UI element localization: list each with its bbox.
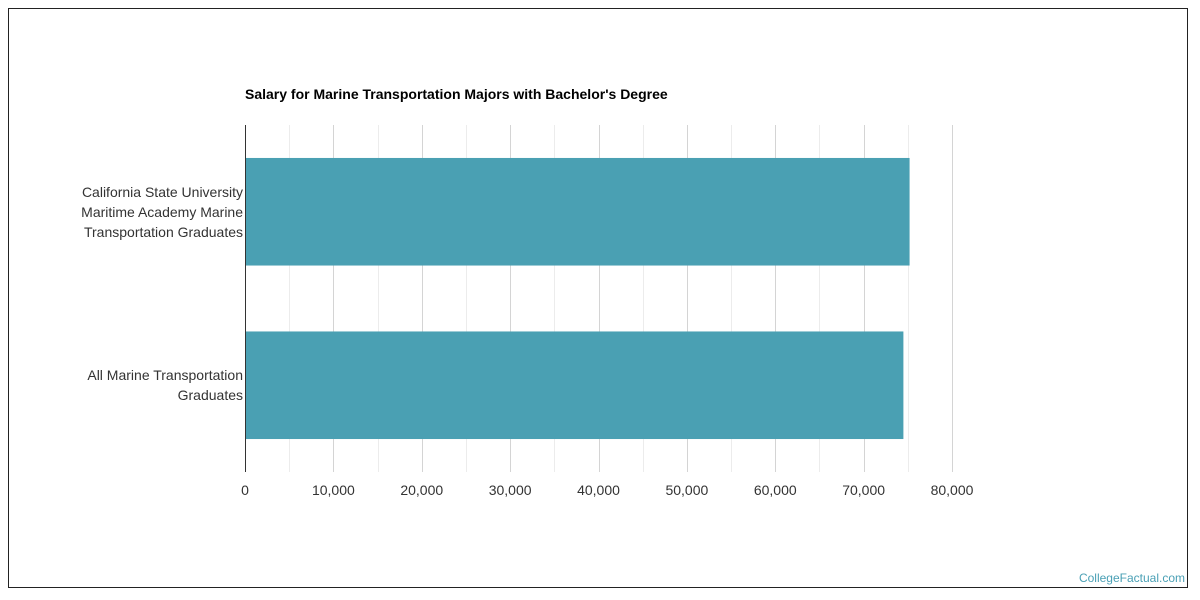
x-tick-label: 10,000 [312, 482, 355, 498]
x-tick-label: 0 [241, 482, 249, 498]
x-tick-label: 40,000 [577, 482, 620, 498]
category-label-line: All Marine Transportation [87, 367, 243, 384]
category-label-line: Maritime Academy Marine [81, 203, 243, 220]
category-label-line: Graduates [177, 387, 243, 404]
chart-frame [8, 8, 1188, 588]
x-tick-label: 80,000 [931, 482, 974, 498]
category-label-line: Transportation Graduates [83, 223, 243, 240]
x-tick-label: 60,000 [754, 482, 797, 498]
chart-title: Salary for Marine Transportation Majors … [245, 86, 668, 102]
category-label-line: California State University [81, 183, 243, 200]
x-tick-label: 50,000 [665, 482, 708, 498]
bar [245, 157, 910, 266]
watermark[interactable]: CollegeFactual.com [1078, 571, 1185, 585]
category-label: All Marine Transportation Graduates [87, 365, 243, 405]
bar [245, 331, 904, 440]
x-tick-label: 20,000 [400, 482, 443, 498]
category-label: California State University Maritime Acad… [81, 182, 243, 242]
x-tick-label: 70,000 [842, 482, 885, 498]
x-tick-label: 30,000 [489, 482, 532, 498]
